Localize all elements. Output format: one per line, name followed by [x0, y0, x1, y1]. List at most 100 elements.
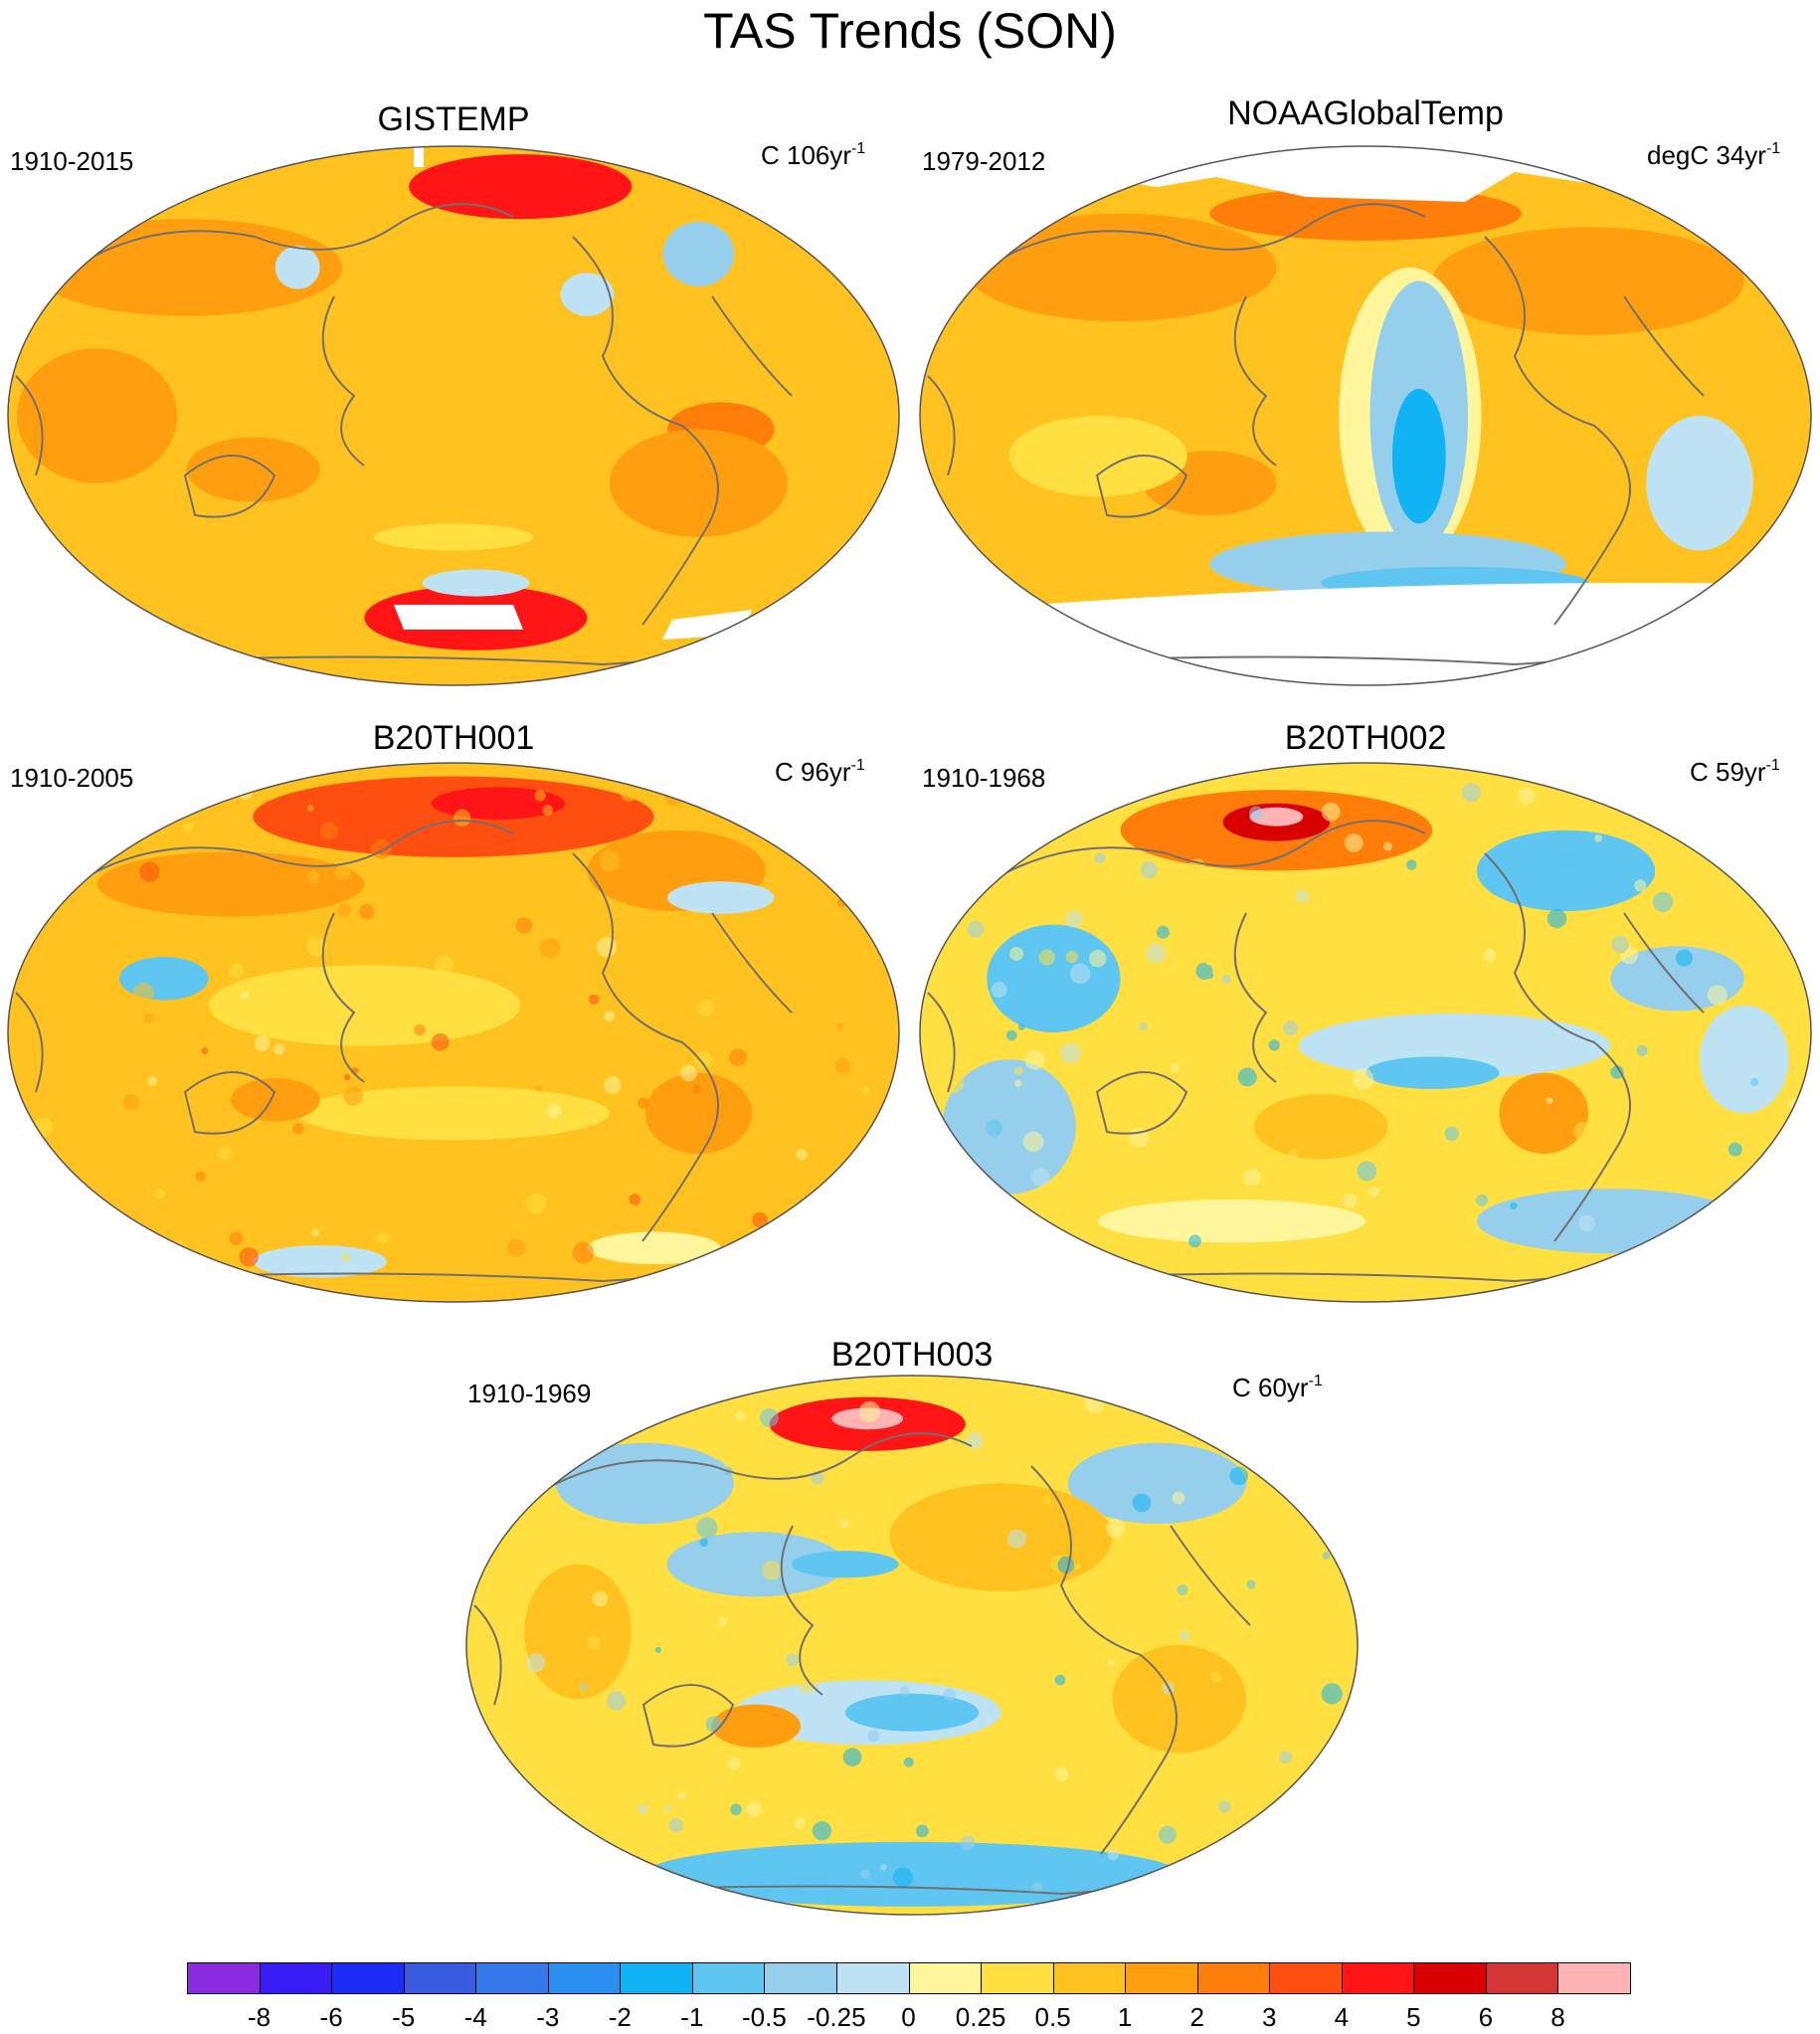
colorbar-box	[1341, 1962, 1415, 1994]
trend-speckle	[1160, 1182, 1180, 1202]
trend-speckle	[696, 1517, 718, 1539]
trend-speckle	[1470, 1125, 1479, 1134]
trend-speckle	[797, 1672, 819, 1694]
trend-speckle	[1047, 1240, 1063, 1255]
trend-speckle	[1352, 1068, 1374, 1090]
trend-speckle	[1014, 1079, 1022, 1087]
trend-region	[1499, 1072, 1588, 1154]
trend-speckle	[1218, 1800, 1231, 1813]
trend-speckle	[48, 844, 56, 852]
coastline	[1484, 852, 1631, 1242]
trend-speckle	[1473, 1019, 1487, 1033]
trend-speckle	[182, 822, 194, 832]
trend-speckle	[1084, 1392, 1105, 1413]
trend-speckle	[1057, 1556, 1075, 1573]
coastline	[1623, 295, 1705, 397]
trend-speckle	[967, 920, 985, 939]
trend-field	[920, 146, 1811, 685]
trend-speckle	[1799, 783, 1811, 798]
trend-speckle	[539, 938, 560, 959]
trend-speckle	[759, 1407, 779, 1427]
trend-speckle	[697, 1000, 714, 1017]
coastline	[15, 375, 44, 476]
trend-speckle	[572, 1241, 595, 1264]
panel-period: 1910-2005	[10, 763, 134, 793]
map-outline	[7, 145, 900, 686]
trend-speckle	[1435, 830, 1454, 848]
trend-region	[555, 1442, 734, 1525]
trend-speckle	[867, 1730, 880, 1743]
trend-speckle	[1707, 985, 1728, 1006]
trend-speckle	[678, 1791, 687, 1800]
trend-speckle	[1088, 950, 1107, 968]
trend-speckle	[1547, 908, 1567, 929]
trend-speckle	[880, 1864, 887, 1871]
trend-speckle	[506, 1238, 526, 1257]
colorbar-label: -2	[608, 2002, 632, 2032]
trend-speckle	[636, 860, 644, 869]
coastline	[927, 375, 956, 476]
trend-speckle	[431, 1032, 450, 1051]
trend-speckle	[1482, 1133, 1503, 1154]
trend-speckle	[730, 1803, 742, 1816]
panel-title: B20TH003	[830, 1336, 994, 1374]
trend-speckle	[1546, 1097, 1553, 1105]
trend-speckle	[694, 1050, 713, 1070]
map-4	[465, 1375, 1359, 1916]
trend-speckle	[915, 1824, 929, 1838]
trend-speckle	[1368, 1186, 1379, 1198]
trend-speckle	[710, 1256, 724, 1269]
trend-speckle	[1060, 1042, 1081, 1064]
trend-speckle	[1382, 841, 1392, 851]
trend-speckle	[292, 1122, 304, 1135]
coastline	[1623, 912, 1705, 1014]
coastline	[183, 1071, 276, 1135]
coastline	[15, 992, 44, 1093]
trend-region	[1008, 416, 1187, 497]
trend-speckle	[8, 1134, 27, 1155]
colorbar-label: 4	[1334, 2002, 1350, 2032]
trend-speckle	[943, 1688, 956, 1702]
trend-speckle	[1249, 806, 1264, 822]
coastline	[987, 203, 1426, 268]
trend-speckle	[1577, 1214, 1596, 1232]
trend-speckle	[515, 917, 533, 934]
trend-speckle	[1092, 885, 1109, 902]
trend-speckle	[1146, 943, 1166, 964]
trend-region	[297, 1086, 610, 1141]
trend-speckle	[1611, 935, 1629, 954]
trend-speckle	[1723, 1247, 1744, 1269]
trend-speckle	[1610, 1065, 1624, 1079]
panel-units: C 96yr-1	[775, 757, 865, 787]
trend-speckle	[1139, 1022, 1148, 1031]
coastline	[927, 992, 956, 1093]
trend-speckle	[229, 1231, 244, 1245]
figure-title: TAS Trends (SON)	[703, 3, 1117, 59]
panel-units: C 59yr-1	[1690, 757, 1780, 787]
trend-speckle	[1044, 785, 1063, 804]
trend-region	[1477, 1189, 1744, 1254]
trend-region	[96, 851, 365, 917]
colorbar-box	[620, 1962, 693, 1994]
colorbar-box	[331, 1962, 405, 1994]
trend-speckle	[1158, 1825, 1177, 1844]
map-3	[919, 762, 1812, 1303]
trend-field	[8, 146, 899, 685]
coastline	[1095, 455, 1188, 518]
trend-region	[274, 246, 320, 289]
trend-speckle	[1475, 1194, 1489, 1206]
panel-units-exponent: -1	[850, 757, 865, 774]
trend-speckle	[1594, 833, 1602, 842]
panel-period: 1979-2012	[922, 146, 1046, 176]
colorbar-label: -8	[247, 2002, 272, 2032]
trend-speckle	[1652, 891, 1674, 913]
panel-units-exponent: -1	[851, 140, 866, 157]
trend-speckle	[1221, 974, 1231, 985]
colorbar-label: 0.5	[1034, 2002, 1071, 2032]
coastline	[572, 236, 719, 626]
trend-speckle	[734, 1411, 745, 1421]
colorbar-box	[1413, 1962, 1487, 1994]
trend-speckle	[143, 1013, 154, 1023]
trend-region	[667, 881, 775, 914]
trend-region	[253, 1245, 387, 1278]
